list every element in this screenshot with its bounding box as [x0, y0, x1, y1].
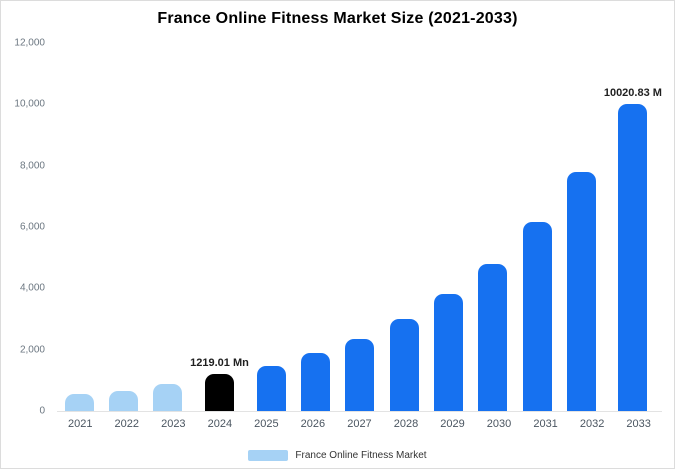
x-tick-label-2032: 2032: [579, 418, 605, 430]
y-tick-label: 8,000: [19, 160, 45, 172]
bar-2032: [567, 172, 597, 411]
chart-title: France Online Fitness Market Size (2021-…: [157, 10, 518, 27]
bar-slot-2027: [338, 43, 382, 411]
bar-slot-2028: [382, 43, 426, 411]
bar-slot-2022: [101, 43, 145, 411]
x-tick-label-2026: 2026: [300, 418, 326, 430]
bar-slot-2030: [471, 43, 515, 411]
x-axis-tick-labels: 2021 2022 2023 2024 2025 2026 2027 2028 2029 2030…: [57, 418, 662, 430]
bar-slot-2031: [515, 43, 559, 411]
bar-2028: [389, 319, 419, 411]
x-tick-label-2024: 2024: [207, 418, 233, 430]
x-tick-label-2021: 2021: [68, 418, 93, 430]
legend: France Online Fitness Market: [1, 450, 674, 461]
bar-2023: [153, 384, 183, 411]
x-tick-label-2023: 2023: [161, 418, 186, 430]
bar-2029: [434, 293, 464, 411]
plot-area: 1219.01 Mn 10020.83 M: [57, 43, 662, 412]
legend-swatch-icon: [248, 450, 289, 461]
y-axis-tick-labels: 0 2,000 4,000 6,000 8,000 10,000 12,000: [1, 38, 51, 417]
bar-2033: [618, 103, 648, 411]
x-tick-label-2029: 2029: [440, 418, 465, 430]
bar-slot-2029: [426, 43, 470, 411]
x-tick-label-2028: 2028: [393, 418, 419, 430]
x-tick-label-2031: 2031: [533, 418, 558, 430]
bars-group: 1219.01 Mn 10020.83 M: [57, 43, 662, 411]
bar-slot-2033: 10020.83 M: [604, 43, 662, 411]
x-tick-label-2022: 2022: [114, 418, 140, 430]
y-tick-label: 2,000: [19, 344, 45, 356]
bar-2021: [64, 394, 94, 411]
y-tick-label: 10,000: [14, 98, 45, 110]
bar-2031: [522, 222, 552, 411]
bar-slot-2023: [146, 43, 190, 411]
bar-slot-2026: [293, 43, 337, 411]
y-tick-label: 6,000: [19, 221, 45, 233]
y-tick-label: 12,000: [14, 37, 45, 49]
bar-2022: [109, 390, 139, 411]
bar-2027: [345, 339, 375, 411]
bar-2026: [300, 353, 330, 411]
bar-slot-2024: 1219.01 Mn: [190, 43, 249, 411]
x-tick-label-2030: 2030: [486, 418, 512, 430]
legend-label: France Online Fitness Market: [295, 450, 427, 461]
x-tick-label-2027: 2027: [347, 418, 372, 430]
bar-value-label-2033: 10020.83 M: [603, 86, 662, 99]
bar-value-label-2024: 1219.01 Mn: [190, 356, 249, 369]
bar-slot-2021: [57, 43, 101, 411]
x-tick-label-2025: 2025: [254, 418, 279, 430]
x-tick-label-2033: 2033: [626, 418, 651, 430]
y-tick-label: 0: [39, 405, 45, 417]
bar-slot-2025: [249, 43, 293, 411]
bar-2025: [256, 366, 286, 411]
bar-2024: [204, 373, 234, 411]
bar-slot-2032: [559, 43, 603, 411]
y-tick-label: 4,000: [19, 282, 45, 294]
bar-2030: [478, 263, 508, 411]
